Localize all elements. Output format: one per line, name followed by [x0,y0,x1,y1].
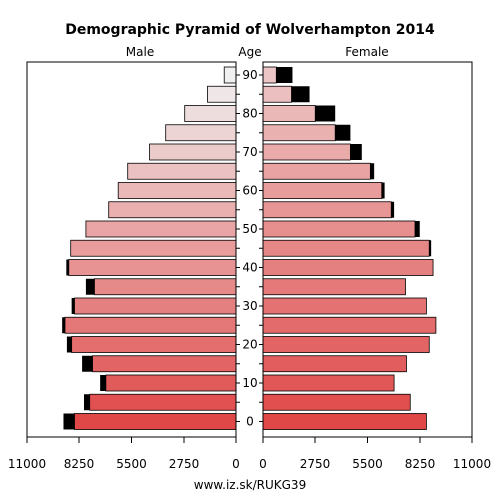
x-tick-label: 8250 [405,457,436,471]
male-bar-75-79 [165,124,237,142]
x-axis: 11000 8250 5500 2750 0 0 2750 5500 8250 11000 [8,437,491,471]
female-bar-60-64 [262,182,383,199]
x-tick-label: 11000 [453,457,491,471]
age-label: Age [238,45,261,59]
chart-title: Demographic Pyramid of Wolverhampton 201… [65,22,435,38]
female-bar-5-9 [262,393,411,411]
age-tick-label: 70 [242,145,257,159]
male-bar-55-59 [108,201,237,219]
female-bar-90+ [262,66,277,84]
female-surplus-90+ [276,67,293,83]
female-bar-40-44 [262,259,434,276]
age-tick-label: 0 [246,415,254,429]
male-surplus-25-29 [62,317,65,334]
male-surplus-5-9 [84,394,90,411]
male-bar-30-34 [74,297,237,315]
male-bar-80-84 [184,105,237,122]
male-label: Male [126,45,154,59]
male-bar-50-54 [85,220,237,238]
female-surplus-75-79 [335,124,351,141]
male-bar-40-44 [68,259,237,276]
age-tick-label: 90 [242,68,257,82]
age-tick-label: 30 [242,299,257,313]
x-tick-label: 8250 [64,457,95,471]
age-tick-label: 60 [242,184,257,198]
female-bars [262,66,437,430]
x-tick-label: 11000 [8,457,46,471]
age-tick-label: 50 [242,222,257,236]
male-surplus-15-19 [82,355,93,372]
female-surplus-80-84 [315,105,336,122]
female-bar-25-29 [262,316,437,334]
male-bar-25-29 [64,316,237,334]
female-surplus-55-59 [391,201,395,218]
male-bars [62,66,237,430]
male-bar-65-69 [127,162,237,180]
female-bar-20-24 [262,336,430,353]
x-tick-label: 0 [232,457,240,471]
female-bar-35-39 [262,278,406,296]
x-tick-label: 0 [259,457,267,471]
female-bar-50-54 [262,220,416,238]
male-bar-5-9 [89,393,237,411]
female-bar-70-74 [262,143,351,161]
male-surplus-35-39 [85,278,95,295]
male-bar-20-24 [71,336,237,353]
male-surplus-30-34 [71,298,75,314]
female-bar-85-89 [262,85,292,103]
male-bar-60-64 [117,182,237,199]
female-bar-55-59 [262,201,392,219]
male-surplus-20-24 [66,336,72,353]
female-bar-30-34 [262,297,427,315]
age-tick-label: 40 [242,261,257,275]
female-bar-80-84 [262,105,316,122]
female-surplus-85-89 [291,86,310,103]
female-surplus-45-49 [429,240,432,257]
male-surplus-40-44 [66,259,69,276]
female-surplus-70-74 [350,144,362,160]
x-tick-label: 2750 [169,457,200,471]
x-tick-label: 5500 [352,457,383,471]
female-bar-10-14 [262,374,395,392]
female-label: Female [345,45,388,59]
male-bar-15-19 [92,355,237,373]
female-surplus-60-64 [381,182,385,199]
female-bar-0-4 [262,413,427,430]
age-tick-label: 80 [242,107,257,121]
male-surplus-10-14 [100,375,106,391]
female-bar-75-79 [262,124,336,142]
female-surplus-65-69 [370,163,375,180]
age-axis: 0 10 20 30 40 50 60 70 80 90 [236,68,263,429]
x-tick-label: 5500 [116,457,147,471]
age-tick-label: 20 [242,338,257,352]
female-surplus-50-54 [415,221,420,237]
age-tick-label: 10 [242,376,257,390]
male-bar-10-14 [105,374,237,392]
footer-url: www.iz.sk/RUKG39 [194,478,306,492]
female-bar-45-49 [262,239,430,257]
male-bar-70-74 [149,143,237,161]
male-bar-35-39 [94,278,237,296]
male-bar-45-49 [70,239,237,257]
x-tick-label: 2750 [300,457,331,471]
female-bar-65-69 [262,162,371,180]
male-bar-85-89 [207,85,237,103]
male-bar-90+ [223,66,237,84]
male-surplus-0-4 [63,413,75,430]
female-bar-15-19 [262,355,407,373]
male-bar-0-4 [74,413,237,430]
